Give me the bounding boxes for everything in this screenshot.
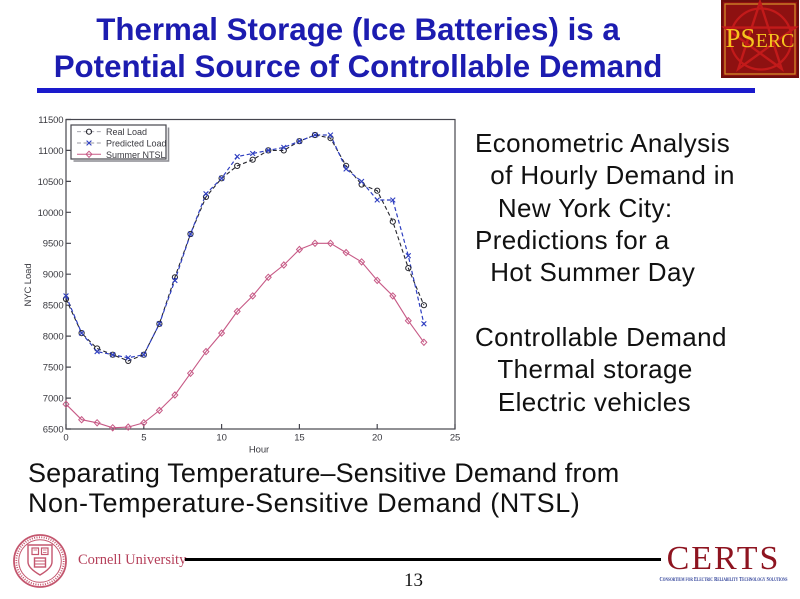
svg-text:Predicted Load: Predicted Load — [106, 139, 167, 149]
svg-text:8000: 8000 — [43, 332, 64, 343]
svg-text:11000: 11000 — [38, 146, 63, 157]
svg-text:7500: 7500 — [43, 363, 64, 374]
svg-text:10500: 10500 — [38, 177, 64, 188]
svg-text:11500: 11500 — [38, 115, 63, 126]
svg-text:8500: 8500 — [43, 301, 64, 312]
svg-text:6500: 6500 — [43, 424, 64, 435]
svg-text:NYC Load: NYC Load — [23, 263, 34, 306]
svg-text:10: 10 — [216, 433, 226, 444]
svg-text:10000: 10000 — [38, 208, 64, 219]
svg-text:9000: 9000 — [43, 270, 64, 281]
svg-text:Real Load: Real Load — [106, 127, 147, 137]
svg-text:7000: 7000 — [43, 393, 64, 404]
svg-text:CONSORTIUM FOR ELECTRIC RELIAB: CONSORTIUM FOR ELECTRIC RELIABILITY TECH… — [660, 576, 788, 583]
svg-text:20: 20 — [372, 433, 382, 444]
svg-text:Summer NTSL: Summer NTSL — [106, 150, 166, 160]
svg-text:25: 25 — [450, 433, 460, 444]
svg-text:0: 0 — [63, 433, 68, 444]
svg-text:15: 15 — [294, 433, 304, 444]
svg-text:5: 5 — [141, 433, 146, 444]
svg-text:9500: 9500 — [43, 239, 64, 250]
svg-text:Hour: Hour — [249, 445, 269, 456]
